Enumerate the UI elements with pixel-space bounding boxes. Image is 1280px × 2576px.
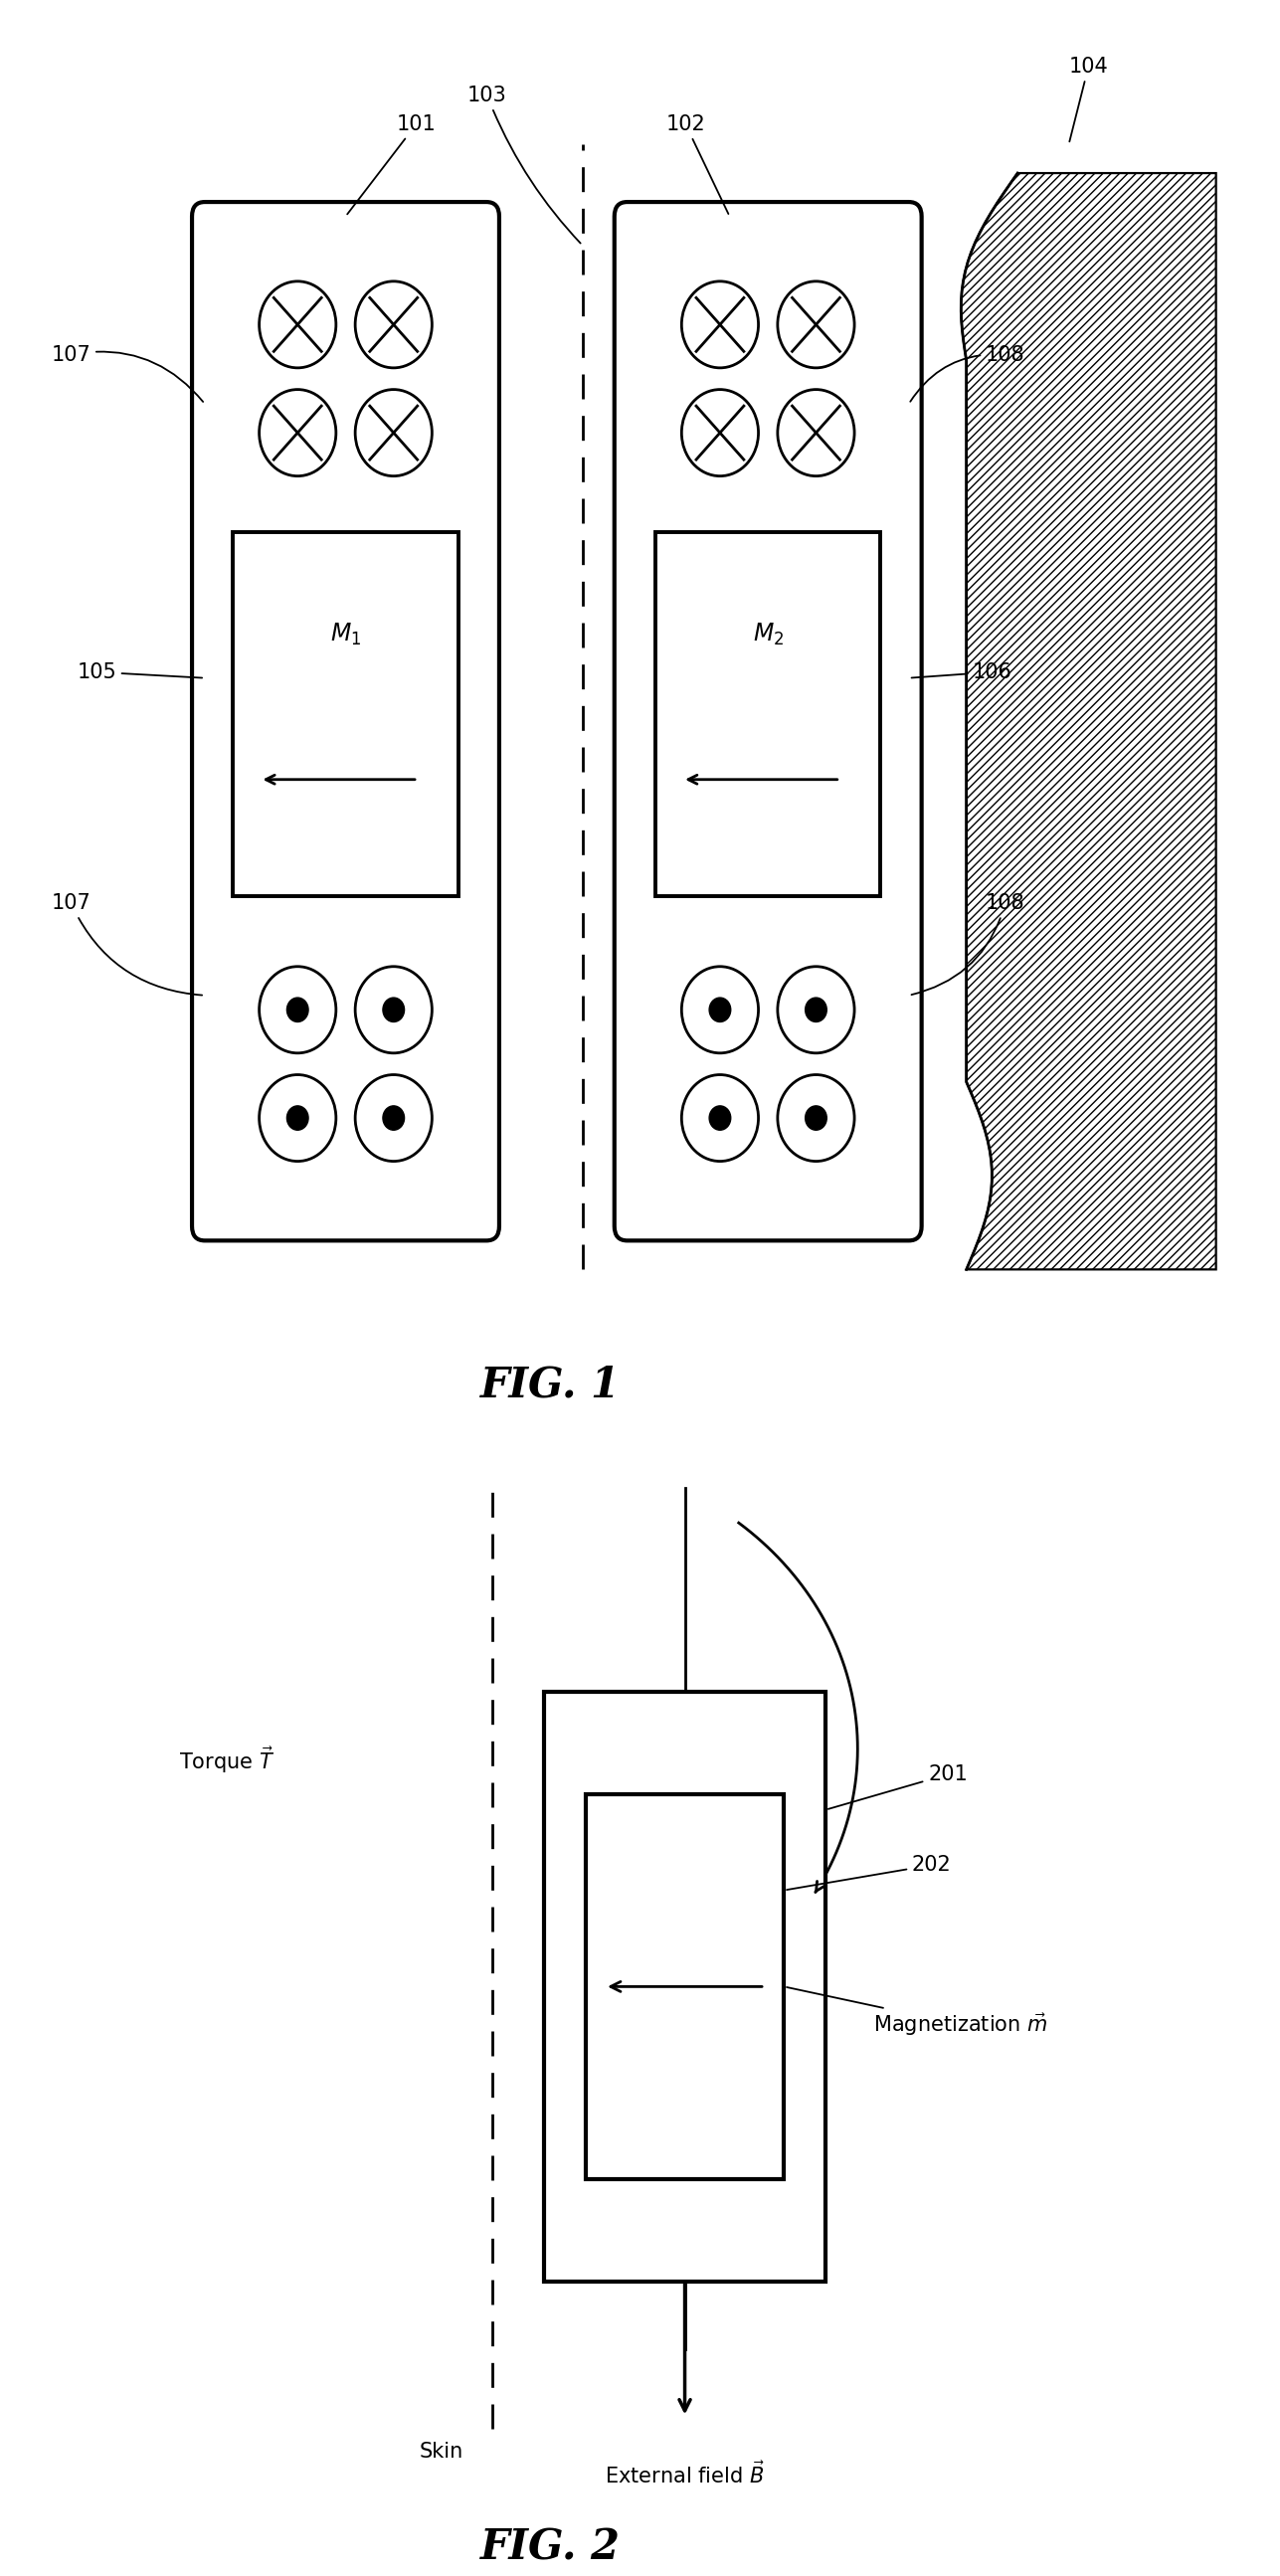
Circle shape bbox=[805, 1105, 827, 1131]
Circle shape bbox=[777, 389, 855, 477]
Text: Skin: Skin bbox=[420, 2442, 463, 2460]
FancyBboxPatch shape bbox=[614, 201, 922, 1242]
Circle shape bbox=[777, 966, 855, 1054]
Text: $M_2$: $M_2$ bbox=[753, 621, 783, 647]
Circle shape bbox=[777, 281, 855, 368]
Circle shape bbox=[709, 997, 731, 1023]
Circle shape bbox=[355, 281, 433, 368]
FancyBboxPatch shape bbox=[233, 533, 458, 896]
Circle shape bbox=[259, 389, 335, 477]
Circle shape bbox=[259, 966, 335, 1054]
Text: FIG. 2: FIG. 2 bbox=[480, 2527, 621, 2568]
Text: 102: 102 bbox=[666, 113, 728, 214]
Circle shape bbox=[805, 997, 827, 1023]
Circle shape bbox=[259, 281, 335, 368]
FancyBboxPatch shape bbox=[192, 201, 499, 1242]
Circle shape bbox=[287, 1105, 308, 1131]
Text: 201: 201 bbox=[828, 1765, 968, 1808]
Text: 101: 101 bbox=[347, 113, 436, 214]
Circle shape bbox=[383, 1105, 404, 1131]
FancyBboxPatch shape bbox=[544, 1692, 826, 2282]
Circle shape bbox=[355, 966, 433, 1054]
Circle shape bbox=[777, 1074, 855, 1162]
Text: 104: 104 bbox=[1069, 57, 1108, 142]
Text: 105: 105 bbox=[77, 662, 202, 683]
Text: Magnetization $\vec{m}$: Magnetization $\vec{m}$ bbox=[787, 1986, 1048, 2038]
Circle shape bbox=[383, 997, 404, 1023]
Circle shape bbox=[681, 1074, 758, 1162]
Text: 108: 108 bbox=[911, 894, 1025, 994]
Text: $M_1$: $M_1$ bbox=[330, 621, 361, 647]
Polygon shape bbox=[961, 173, 1216, 1270]
Text: 103: 103 bbox=[467, 85, 581, 242]
Text: 107: 107 bbox=[51, 345, 204, 402]
Text: 107: 107 bbox=[51, 894, 202, 994]
Text: FIG. 1: FIG. 1 bbox=[480, 1363, 621, 1406]
Circle shape bbox=[355, 389, 433, 477]
Circle shape bbox=[681, 966, 758, 1054]
Text: 108: 108 bbox=[910, 345, 1025, 402]
Text: Torque $\vec{T}$: Torque $\vec{T}$ bbox=[179, 1744, 275, 1775]
Circle shape bbox=[287, 997, 308, 1023]
Text: 106: 106 bbox=[911, 662, 1012, 683]
Circle shape bbox=[681, 281, 758, 368]
Text: External field $\vec{B}$: External field $\vec{B}$ bbox=[604, 2460, 765, 2488]
Text: 202: 202 bbox=[787, 1855, 951, 1891]
Circle shape bbox=[681, 389, 758, 477]
Circle shape bbox=[709, 1105, 731, 1131]
FancyBboxPatch shape bbox=[655, 533, 881, 896]
Circle shape bbox=[355, 1074, 433, 1162]
FancyBboxPatch shape bbox=[586, 1793, 783, 2179]
Circle shape bbox=[259, 1074, 335, 1162]
